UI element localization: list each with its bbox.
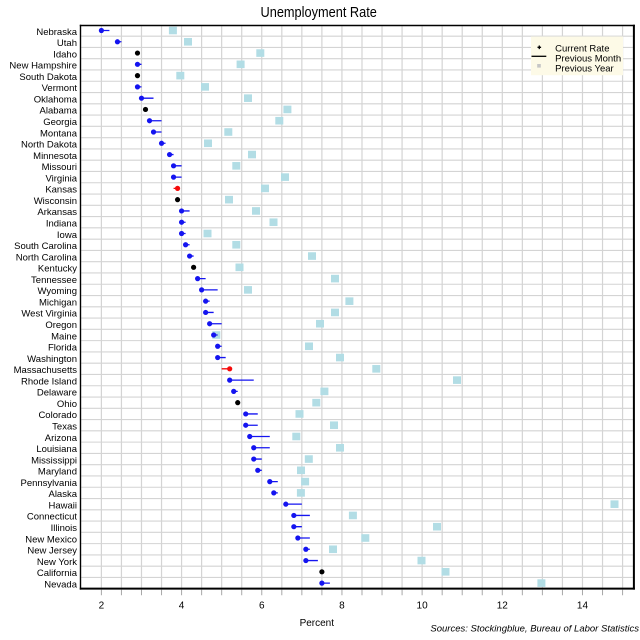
svg-text:New Hampshire: New Hampshire <box>9 61 77 72</box>
svg-text:Kentucky: Kentucky <box>38 264 77 275</box>
svg-text:Colorado: Colorado <box>38 410 77 421</box>
svg-text:Indiana: Indiana <box>46 219 78 230</box>
svg-text:Nevada: Nevada <box>44 579 77 590</box>
svg-text:Idaho: Idaho <box>53 49 77 60</box>
svg-text:Oklahoma: Oklahoma <box>34 94 78 105</box>
svg-text:Tennessee: Tennessee <box>31 275 77 286</box>
svg-text:Wyoming: Wyoming <box>37 286 77 297</box>
svg-text:Massachusetts: Massachusetts <box>14 365 78 376</box>
svg-text:Connecticut: Connecticut <box>27 512 78 523</box>
svg-text:Maryland: Maryland <box>38 467 77 478</box>
svg-text:Georgia: Georgia <box>43 117 78 128</box>
svg-text:Nebraska: Nebraska <box>36 27 77 38</box>
svg-text:Arizona: Arizona <box>45 433 78 444</box>
svg-text:Minnesota: Minnesota <box>33 151 78 162</box>
svg-text:South Carolina: South Carolina <box>14 241 78 252</box>
svg-text:Previous Month: Previous Month <box>555 54 621 65</box>
svg-text:8: 8 <box>339 601 345 612</box>
svg-text:Sources: Stockingblue, Bureau: Sources: Stockingblue, Bureau of Labor S… <box>430 623 639 634</box>
svg-text:Rhode Island: Rhode Island <box>21 376 77 387</box>
svg-text:14: 14 <box>577 601 589 612</box>
svg-text:Current Rate: Current Rate <box>555 44 609 55</box>
svg-text:New York: New York <box>37 557 77 568</box>
svg-text:Washington: Washington <box>27 354 77 365</box>
svg-text:Pennsylvania: Pennsylvania <box>20 478 77 489</box>
svg-text:Maine: Maine <box>51 331 77 342</box>
svg-text:Texas: Texas <box>52 422 77 433</box>
svg-text:Hawaii: Hawaii <box>48 500 77 511</box>
svg-text:Mississippi: Mississippi <box>31 455 77 466</box>
svg-text:2: 2 <box>99 601 105 612</box>
svg-text:California: California <box>37 568 78 579</box>
svg-text:Virginia: Virginia <box>45 173 77 184</box>
svg-text:Missouri: Missouri <box>42 162 77 173</box>
svg-text:Illinois: Illinois <box>51 523 78 534</box>
svg-text:Oregon: Oregon <box>45 320 77 331</box>
svg-text:Unemployment Rate: Unemployment Rate <box>261 4 377 21</box>
svg-text:New Jersey: New Jersey <box>27 546 77 557</box>
svg-text:Previous Year: Previous Year <box>555 64 614 75</box>
svg-text:Alabama: Alabama <box>40 106 78 117</box>
svg-text:10: 10 <box>417 601 429 612</box>
svg-text:Utah: Utah <box>57 38 77 49</box>
svg-text:North Dakota: North Dakota <box>21 140 78 151</box>
svg-text:Percent: Percent <box>300 618 335 629</box>
svg-text:4: 4 <box>179 601 185 612</box>
svg-text:North Carolina: North Carolina <box>16 252 78 263</box>
svg-text:Kansas: Kansas <box>45 185 77 196</box>
svg-text:Alaska: Alaska <box>48 489 77 500</box>
svg-text:Louisiana: Louisiana <box>36 444 77 455</box>
svg-text:Arkansas: Arkansas <box>37 207 77 218</box>
svg-text:Montana: Montana <box>40 128 78 139</box>
svg-text:12: 12 <box>497 601 509 612</box>
svg-text:Iowa: Iowa <box>57 230 78 241</box>
svg-text:Florida: Florida <box>48 343 78 354</box>
svg-text:New Mexico: New Mexico <box>25 534 77 545</box>
svg-text:Vermont: Vermont <box>42 83 78 94</box>
svg-text:Delaware: Delaware <box>37 388 77 399</box>
svg-text:Wisconsin: Wisconsin <box>34 196 77 207</box>
svg-text:6: 6 <box>259 601 265 612</box>
svg-text:South Dakota: South Dakota <box>19 72 77 83</box>
svg-text:West Virginia: West Virginia <box>21 309 77 320</box>
svg-text:Ohio: Ohio <box>57 399 77 410</box>
svg-text:Michigan: Michigan <box>39 297 77 308</box>
